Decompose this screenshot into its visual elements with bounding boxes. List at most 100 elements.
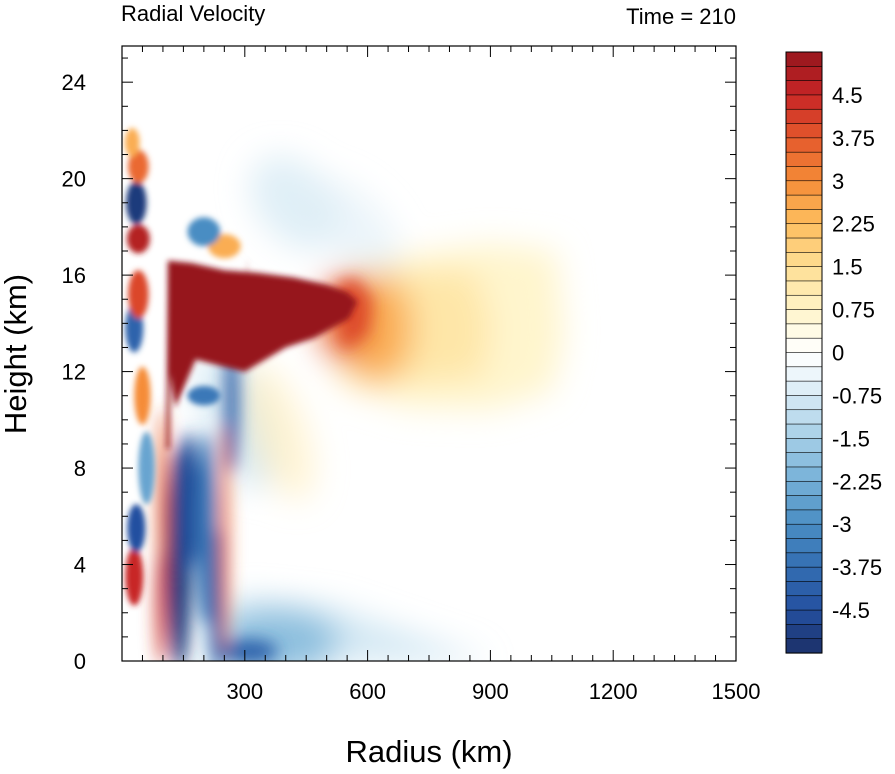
colorbar-band xyxy=(785,180,823,196)
colorbar-band xyxy=(785,409,823,425)
colorbar-band xyxy=(785,266,823,282)
field-cell xyxy=(126,224,150,254)
y-tick-label: 4 xyxy=(74,553,86,578)
colorbar-band xyxy=(785,252,823,268)
colorbar-band xyxy=(785,552,823,568)
field-cell xyxy=(176,431,199,577)
colorbar-tick-label: -4.5 xyxy=(832,598,870,623)
y-tick-label: 24 xyxy=(62,70,86,95)
colorbar-tick-label: 2.25 xyxy=(832,212,875,237)
colorbar-band xyxy=(785,480,823,497)
field-cell xyxy=(187,386,221,406)
colorbar-band xyxy=(785,323,823,339)
colorbar-tick-label: -3.75 xyxy=(832,555,882,580)
colorbar-tick-label: 1.5 xyxy=(832,255,863,280)
y-axis-label: Height (km) xyxy=(0,274,33,434)
colorbar-band xyxy=(785,466,823,482)
colorbar-band xyxy=(785,566,823,583)
field-cell xyxy=(187,217,221,247)
chart-title: Radial Velocity xyxy=(121,1,265,26)
colorbar-band xyxy=(785,523,823,540)
colorbar-band xyxy=(785,66,823,82)
colorbar-tick-label: -1.5 xyxy=(832,426,870,451)
field-cell xyxy=(167,260,358,408)
colorbar-band xyxy=(785,337,823,354)
y-tick-label: 8 xyxy=(74,456,86,481)
x-tick-label: 300 xyxy=(226,679,263,704)
colorbar-tick-label: -2.25 xyxy=(832,469,882,494)
y-tick-label: 0 xyxy=(74,649,86,674)
field-cell xyxy=(220,639,278,661)
field-cell xyxy=(155,550,167,661)
field-cell xyxy=(128,270,149,319)
field-cell xyxy=(244,258,250,372)
field-cell xyxy=(125,547,144,606)
y-tick-label: 20 xyxy=(62,167,86,192)
field-cell xyxy=(240,363,315,501)
colorbar-band xyxy=(785,108,823,125)
colorbar-band xyxy=(785,209,823,225)
colorbar-band xyxy=(785,166,823,182)
colorbar-band xyxy=(785,581,823,597)
colorbar-band xyxy=(785,595,823,611)
colorbar-band xyxy=(785,123,823,139)
colorbar xyxy=(785,51,823,654)
colorbar-band xyxy=(785,51,823,67)
colorbar-tick-label: 3 xyxy=(832,169,844,194)
x-axis-label: Radius (km) xyxy=(345,734,512,769)
field-mid-layer xyxy=(155,277,372,661)
colorbar-band xyxy=(785,624,823,640)
field-cell xyxy=(134,366,151,425)
colorbar-band xyxy=(785,223,823,239)
field-cell xyxy=(126,181,147,225)
field-cell xyxy=(166,260,171,449)
x-tick-label: 600 xyxy=(349,679,386,704)
colorbar-band xyxy=(785,495,823,511)
colorbar-band xyxy=(785,438,823,454)
colorbar-band xyxy=(785,538,823,554)
x-tick-label: 1500 xyxy=(712,679,761,704)
colorbar-band xyxy=(785,509,823,525)
field-sharp-layer xyxy=(124,127,358,606)
field-cell xyxy=(124,127,140,157)
colorbar-band xyxy=(785,137,823,153)
colorbar-tick-label: -3 xyxy=(832,512,852,537)
colorbar-tick-label: 3.75 xyxy=(832,126,875,151)
colorbar-tick-labels: 4.5 3.75 3 2.25 1.5 0.75 0 -0.75 -1.5 -2.25 -3 -3.7… xyxy=(832,83,882,623)
colorbar-band xyxy=(785,80,823,96)
field-cell xyxy=(302,178,400,276)
colorbar-band xyxy=(785,151,823,168)
colorbar-frame xyxy=(785,51,823,654)
x-axis-ticks: 300 600 900 1200 1500 xyxy=(141,46,761,704)
colorbar-band xyxy=(785,395,823,411)
velocity-field xyxy=(124,127,565,661)
colorbar-tick-label: 0 xyxy=(832,341,844,366)
x-tick-label: 1200 xyxy=(589,679,638,704)
field-cell xyxy=(128,149,149,184)
field-cell xyxy=(219,424,230,657)
colorbar-band xyxy=(785,380,823,397)
colorbar-band xyxy=(785,366,823,382)
colorbar-tick-label: 4.5 xyxy=(832,83,863,108)
colorbar-band xyxy=(785,280,823,296)
y-tick-label: 12 xyxy=(62,360,86,385)
colorbar-band xyxy=(785,423,823,439)
colorbar-band xyxy=(785,237,823,253)
colorbar-tick-label: -0.75 xyxy=(832,383,882,408)
colorbar-band xyxy=(785,352,823,368)
field-cell xyxy=(127,504,146,553)
colorbar-band xyxy=(785,309,823,325)
colorbar-band xyxy=(785,452,823,468)
y-tick-label: 16 xyxy=(62,263,86,288)
colorbar-band xyxy=(785,194,823,211)
y-axis-ticks: 0 4 8 12 16 20 24 xyxy=(62,57,736,674)
colorbar-band xyxy=(785,638,823,654)
field-smooth-layer xyxy=(197,155,565,661)
field-cell xyxy=(138,431,155,505)
x-tick-label: 900 xyxy=(472,679,509,704)
colorbar-band xyxy=(785,94,823,110)
colorbar-band xyxy=(785,294,823,311)
colorbar-tick-label: 0.75 xyxy=(832,298,875,323)
time-label: Time = 210 xyxy=(626,4,736,29)
